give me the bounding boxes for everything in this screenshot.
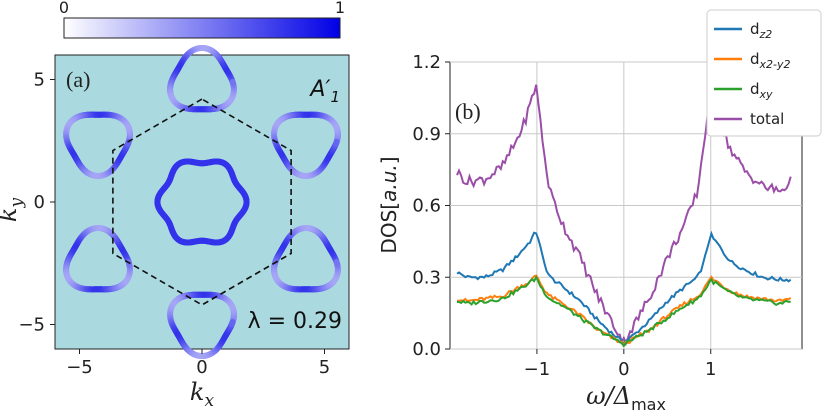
b-ytick-label: 0.3 [412,267,441,288]
colorbar-min-label: 0 [59,0,69,17]
a-xtick-label: 5 [319,357,330,378]
panel-a: 0 1 −5 0 5 −5 0 5 (a) A′1 λ = 0.29 kx ky [0,0,350,411]
panel-a-label: (a) [66,67,90,92]
corner-pocket-1 [167,44,237,113]
b-xtick-label: 0 [618,359,629,380]
corner-pocket-2 [63,111,133,179]
b-ytick-label: 0.6 [412,196,441,217]
b-ytick-label: 0.0 [412,339,441,360]
panel-b-xlabel: ω/Δmax [586,382,666,411]
brillouin-zone-hexagon [112,98,292,306]
legend-label-total: total [750,110,784,128]
panel-a-xlabel: kx [190,378,215,411]
legend-label-dz2: dz2 [750,20,772,41]
dos-series [456,84,792,348]
colorbar-max-label: 1 [335,0,345,17]
center-pocket [154,158,250,246]
legend-label-dx2-y2: dx2-y2 [750,50,791,71]
b-ytick-label: 0.9 [412,124,441,145]
a-ytick-label: 5 [34,70,45,91]
colorbar [63,17,341,39]
panel-b-label: (b) [455,99,481,124]
series-line-dxy [457,274,791,348]
fermi-surface-content [63,44,341,360]
legend-label-dxy: dxy [750,80,773,101]
corner-pocket-5 [271,225,341,293]
series-line-total [456,84,792,347]
legend: dz2 dx2-y2 dxy total [706,9,822,137]
legend-box [706,9,822,137]
b-xtick-label: −1 [524,359,551,380]
lambda-label: λ = 0.29 [248,309,342,334]
corner-pocket-3 [63,225,133,293]
a-xtick-label: −5 [66,357,93,378]
panel-b: −1 0 1 0.0 0.3 0.6 0.9 1.2 (b) ω/Δmax DOS[a.u.]… [377,9,822,411]
a-ytick-label: −5 [18,315,45,336]
a-xtick-label: 0 [196,357,207,378]
panel-a-ticks: −5 0 5 −5 0 5 [18,70,330,379]
panel-a-ylabel: ky [0,198,27,223]
panel-b-ticks: −1 0 1 0.0 0.3 0.6 0.9 1.2 [412,52,716,380]
fermi-surface-background [54,54,350,350]
b-ytick-label: 1.2 [412,52,441,73]
panel-b-ylabel: DOS[a.u.] [377,156,401,253]
b-xtick-label: 1 [705,359,716,380]
a-ytick-label: 0 [34,192,45,213]
corner-pocket-4 [167,291,237,360]
irrep-label: A′1 [308,77,340,106]
